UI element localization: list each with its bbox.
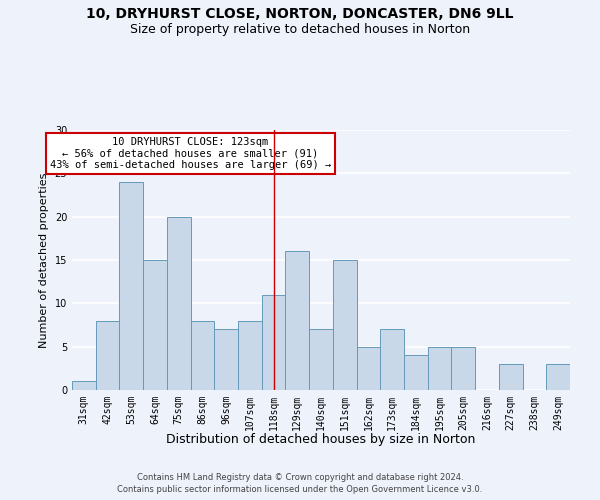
Y-axis label: Number of detached properties: Number of detached properties xyxy=(39,172,49,348)
Bar xyxy=(72,382,96,390)
Bar xyxy=(356,346,380,390)
Bar xyxy=(96,320,119,390)
Bar xyxy=(191,320,214,390)
Bar xyxy=(428,346,451,390)
Bar xyxy=(499,364,523,390)
Bar xyxy=(404,356,428,390)
Bar xyxy=(309,330,333,390)
Text: Contains HM Land Registry data © Crown copyright and database right 2024.: Contains HM Land Registry data © Crown c… xyxy=(137,472,463,482)
Bar xyxy=(119,182,143,390)
Text: 10, DRYHURST CLOSE, NORTON, DONCASTER, DN6 9LL: 10, DRYHURST CLOSE, NORTON, DONCASTER, D… xyxy=(86,8,514,22)
Text: Size of property relative to detached houses in Norton: Size of property relative to detached ho… xyxy=(130,22,470,36)
Bar xyxy=(143,260,167,390)
Bar xyxy=(380,330,404,390)
Bar xyxy=(451,346,475,390)
Text: Distribution of detached houses by size in Norton: Distribution of detached houses by size … xyxy=(166,432,476,446)
Bar xyxy=(262,294,286,390)
Bar xyxy=(214,330,238,390)
Bar xyxy=(238,320,262,390)
Text: 10 DRYHURST CLOSE: 123sqm
← 56% of detached houses are smaller (91)
43% of semi-: 10 DRYHURST CLOSE: 123sqm ← 56% of detac… xyxy=(50,137,331,170)
Bar xyxy=(167,216,191,390)
Text: Contains public sector information licensed under the Open Government Licence v3: Contains public sector information licen… xyxy=(118,485,482,494)
Bar xyxy=(546,364,570,390)
Bar xyxy=(333,260,356,390)
Bar xyxy=(286,252,309,390)
